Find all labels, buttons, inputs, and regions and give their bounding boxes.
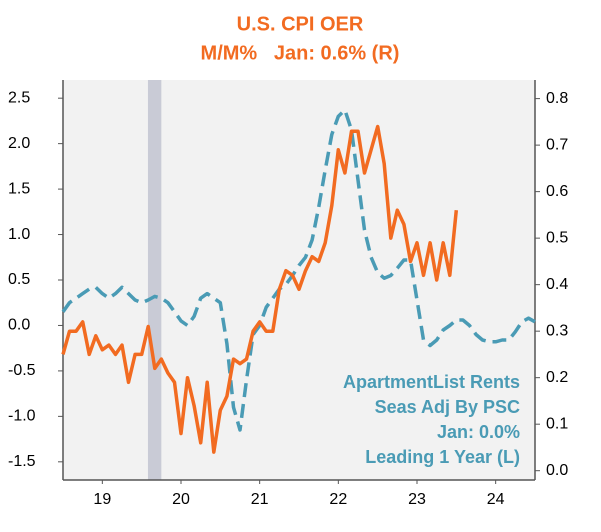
y2-tick-label: 0.0 [546, 462, 568, 479]
shaded-region [147, 80, 162, 480]
y-tick-label: -0.5 [8, 362, 36, 379]
annotation: Seas Adj By PSC [375, 397, 520, 417]
x-tick-label: 24 [487, 491, 505, 508]
y2-tick-label: 0.8 [546, 90, 568, 107]
x-tick-label: 20 [172, 491, 190, 508]
y2-tick-label: 0.5 [546, 229, 568, 246]
y-tick-label: 0.5 [8, 271, 30, 288]
annotation: ApartmentList Rents [343, 372, 520, 392]
annotation: Jan: 0.0% [437, 422, 520, 442]
y-tick-label: 1.0 [8, 226, 30, 243]
y-tick-label: 1.5 [8, 180, 30, 197]
annotation: Leading 1 Year (L) [365, 447, 520, 467]
y-tick-label: -1.5 [8, 453, 36, 470]
chart-title: U.S. CPI OER [237, 13, 364, 35]
y2-tick-label: 0.2 [546, 369, 568, 386]
x-tick-label: 23 [408, 491, 426, 508]
series-line [61, 124, 459, 454]
y2-tick-label: 0.4 [546, 276, 568, 293]
series-line [61, 108, 536, 432]
x-tick-label: 21 [251, 491, 269, 508]
y-tick-label: -1.0 [8, 408, 36, 425]
x-tick-label: 19 [93, 491, 111, 508]
y2-tick-label: 0.3 [546, 322, 568, 339]
y2-tick-label: 0.7 [546, 136, 568, 153]
y-tick-label: 2.0 [8, 135, 30, 152]
y2-tick-label: 0.1 [546, 415, 568, 432]
chart-subtitle: M/M% Jan: 0.6% (R) [201, 42, 400, 64]
plot-background [63, 80, 535, 480]
y2-tick-label: 0.6 [546, 183, 568, 200]
y-tick-label: 2.5 [8, 89, 30, 106]
x-tick-label: 22 [329, 491, 347, 508]
y-tick-label: 0.0 [8, 317, 30, 334]
